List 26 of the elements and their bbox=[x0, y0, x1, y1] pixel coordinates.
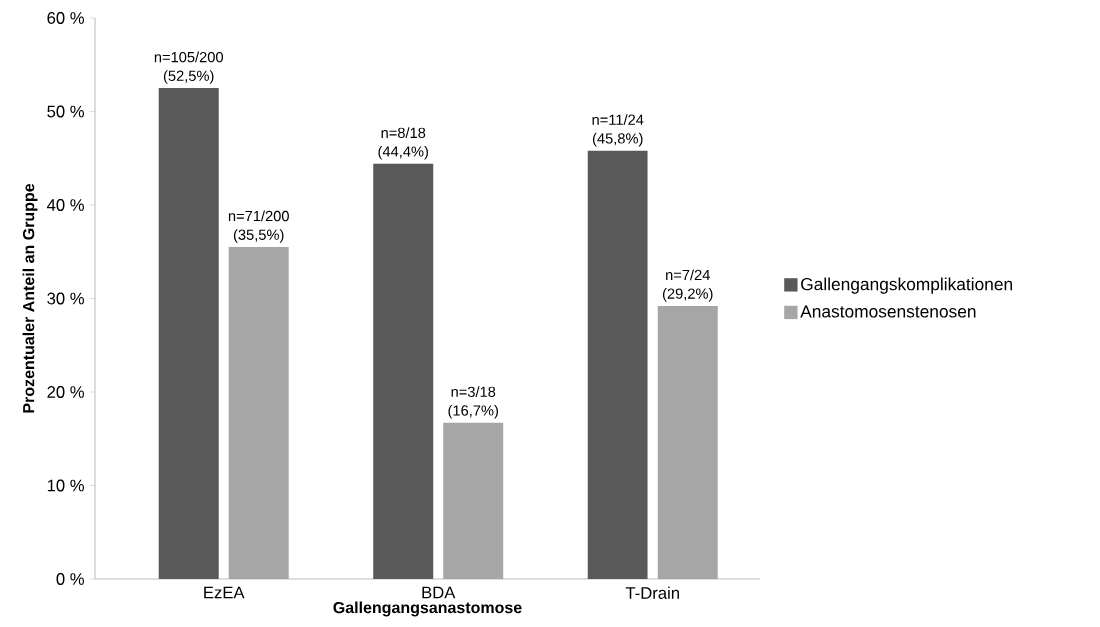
legend-label: Anastomosenstenosen bbox=[800, 305, 976, 318]
y-tick-label: 40 % bbox=[46, 199, 84, 211]
data-label: n=8/18 (44,4%) bbox=[378, 127, 428, 160]
y-tick-label: 30 % bbox=[47, 292, 84, 305]
data-label: n=7/24 (29,2%) bbox=[662, 269, 713, 302]
data-label: n=71/200 (35,5%) bbox=[228, 210, 289, 243]
bar bbox=[373, 163, 434, 579]
y-tick-label: 20 % bbox=[47, 386, 84, 398]
y-tick-label: 0 % bbox=[56, 573, 84, 585]
y-tick-label: 60 % bbox=[47, 12, 84, 24]
x-tick-label: EzEA bbox=[204, 586, 245, 599]
bar bbox=[228, 247, 289, 579]
bar bbox=[587, 150, 648, 579]
data-label: n=11/24 (45,8%) bbox=[592, 114, 644, 147]
y-tick-label: 50 % bbox=[47, 105, 84, 118]
y-tick-label: 10 % bbox=[47, 479, 84, 492]
x-axis-title: Gallengangsanastomose bbox=[333, 601, 522, 617]
bar bbox=[443, 422, 504, 579]
x-tick-label: BDA bbox=[422, 586, 456, 599]
bar bbox=[657, 305, 718, 579]
y-axis-title: Prozentualer Anteil an Gruppe bbox=[22, 183, 38, 413]
legend-label: Gallengangskomplikationen bbox=[801, 277, 1012, 294]
x-tick-label: T-Drain bbox=[625, 586, 679, 599]
data-label: n=3/18 (16,7%) bbox=[448, 386, 498, 419]
data-label: n=105/200 (52,5%) bbox=[154, 51, 223, 84]
bar bbox=[158, 88, 219, 579]
